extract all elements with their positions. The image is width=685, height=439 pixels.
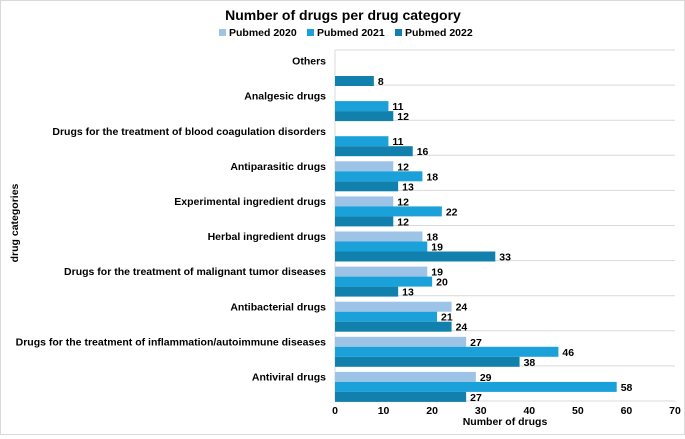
x-tick-label: 20 [426, 405, 438, 417]
bar-pubmed-2021 [335, 311, 437, 322]
x-axis-title: Number of drugs [463, 416, 548, 428]
x-tick-label: 50 [572, 405, 584, 417]
bar-pubmed-2022 [335, 76, 374, 86]
category-label: Drugs for the treatment of inflammation/… [16, 336, 327, 348]
data-label: 19 [431, 267, 443, 279]
bar-pubmed-2021 [335, 136, 389, 147]
bar-pubmed-2022 [335, 286, 399, 297]
data-label: 21 [441, 312, 453, 324]
bar-pubmed-2020 [335, 196, 394, 207]
bars [335, 76, 617, 402]
category-labels: Others Analgesic drugs Drugs for the treat… [16, 56, 327, 384]
category-label: Antiviral drugs [252, 371, 326, 383]
data-label: 18 [426, 171, 438, 183]
data-label: 12 [397, 216, 409, 228]
legend-swatch-pubmed-2021 [307, 29, 314, 36]
data-label: 13 [402, 181, 414, 193]
data-label: 33 [499, 252, 511, 264]
legend-label-pubmed-2020: Pubmed 2020 [229, 27, 297, 39]
data-label: 29 [480, 372, 492, 384]
x-tick-label: 10 [378, 405, 390, 417]
data-label: 11 [392, 101, 403, 113]
category-label: Drugs for the treatment of malignant tum… [64, 266, 326, 278]
category-label: Others [292, 56, 326, 68]
data-label: 13 [402, 287, 414, 299]
category-label: Analgesic drugs [244, 91, 326, 103]
data-label: 12 [397, 161, 409, 173]
bar-pubmed-2022 [335, 216, 394, 227]
category-label: Experimental ingredient drugs [174, 196, 326, 208]
data-label: 19 [431, 242, 443, 254]
legend-label-pubmed-2021: Pubmed 2021 [317, 27, 385, 39]
bar-pubmed-2021 [335, 101, 389, 112]
data-label: 22 [446, 206, 458, 218]
chart-title: Number of drugs per drug category [225, 7, 461, 23]
data-label: 38 [524, 357, 536, 369]
category-label: Antibacterial drugs [230, 301, 326, 313]
legend-swatch-pubmed-2020 [219, 29, 226, 36]
bar-pubmed-2021 [335, 346, 559, 357]
bar-pubmed-2022 [335, 391, 467, 402]
x-tick-label: 40 [523, 405, 535, 417]
data-label: 46 [562, 347, 574, 359]
legend: Pubmed 2020 Pubmed 2021 Pubmed 2022 [219, 27, 473, 39]
data-label: 27 [470, 337, 482, 349]
x-tick-label: 0 [332, 405, 338, 417]
bar-pubmed-2020 [335, 231, 423, 242]
x-tick-label: 70 [669, 405, 681, 417]
bar-pubmed-2020 [335, 371, 476, 382]
data-label: 18 [426, 232, 438, 244]
legend-label-pubmed-2022: Pubmed 2022 [405, 27, 473, 39]
data-label: 24 [456, 302, 468, 314]
category-label: Herbal ingredient drugs [208, 231, 327, 243]
bar-pubmed-2022 [335, 181, 399, 192]
bar-pubmed-2021 [335, 171, 423, 182]
bar-pubmed-2021 [335, 241, 428, 252]
bar-pubmed-2022 [335, 356, 520, 367]
bar-pubmed-2022 [335, 251, 496, 262]
bar-pubmed-2022 [335, 146, 413, 157]
bar-pubmed-2022 [335, 111, 394, 122]
data-label: 11 [392, 136, 403, 148]
bar-pubmed-2020 [335, 266, 428, 277]
bar-pubmed-2021 [335, 276, 433, 287]
y-axis-title: drug categories [9, 183, 21, 262]
data-label: 16 [417, 146, 429, 158]
data-label: 24 [456, 322, 468, 334]
data-label: 12 [397, 196, 409, 208]
bar-pubmed-2022 [335, 321, 452, 332]
category-label: Drugs for the treatment of blood coagula… [52, 126, 326, 138]
x-tick-label: 30 [475, 405, 487, 417]
x-axis-ticks: 0 10 20 30 40 50 60 70 [332, 405, 681, 417]
bar-pubmed-2021 [335, 381, 617, 392]
data-label: 8 [378, 76, 384, 88]
data-label: 20 [436, 277, 448, 289]
bar-pubmed-2020 [335, 336, 467, 347]
bar-pubmed-2020 [335, 161, 394, 172]
data-label: 12 [397, 111, 409, 123]
legend-swatch-pubmed-2022 [395, 29, 402, 36]
bar-pubmed-2020 [335, 301, 452, 312]
x-tick-label: 60 [621, 405, 633, 417]
data-label: 27 [470, 392, 482, 404]
bar-pubmed-2021 [335, 206, 442, 217]
category-label: Antiparasitic drugs [230, 161, 326, 173]
data-label: 58 [621, 382, 633, 394]
data-labels: 8111211161218131222121819331920132421242… [378, 76, 633, 404]
